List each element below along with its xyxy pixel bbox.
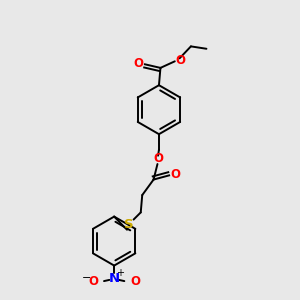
Text: −: − xyxy=(81,273,91,283)
Text: +: + xyxy=(116,268,124,278)
Text: O: O xyxy=(153,152,163,165)
Text: S: S xyxy=(124,218,134,232)
Text: N: N xyxy=(109,272,120,285)
Text: O: O xyxy=(130,274,140,288)
Text: O: O xyxy=(171,168,181,181)
Text: O: O xyxy=(133,57,143,70)
Text: O: O xyxy=(88,274,98,288)
Text: O: O xyxy=(176,54,185,67)
